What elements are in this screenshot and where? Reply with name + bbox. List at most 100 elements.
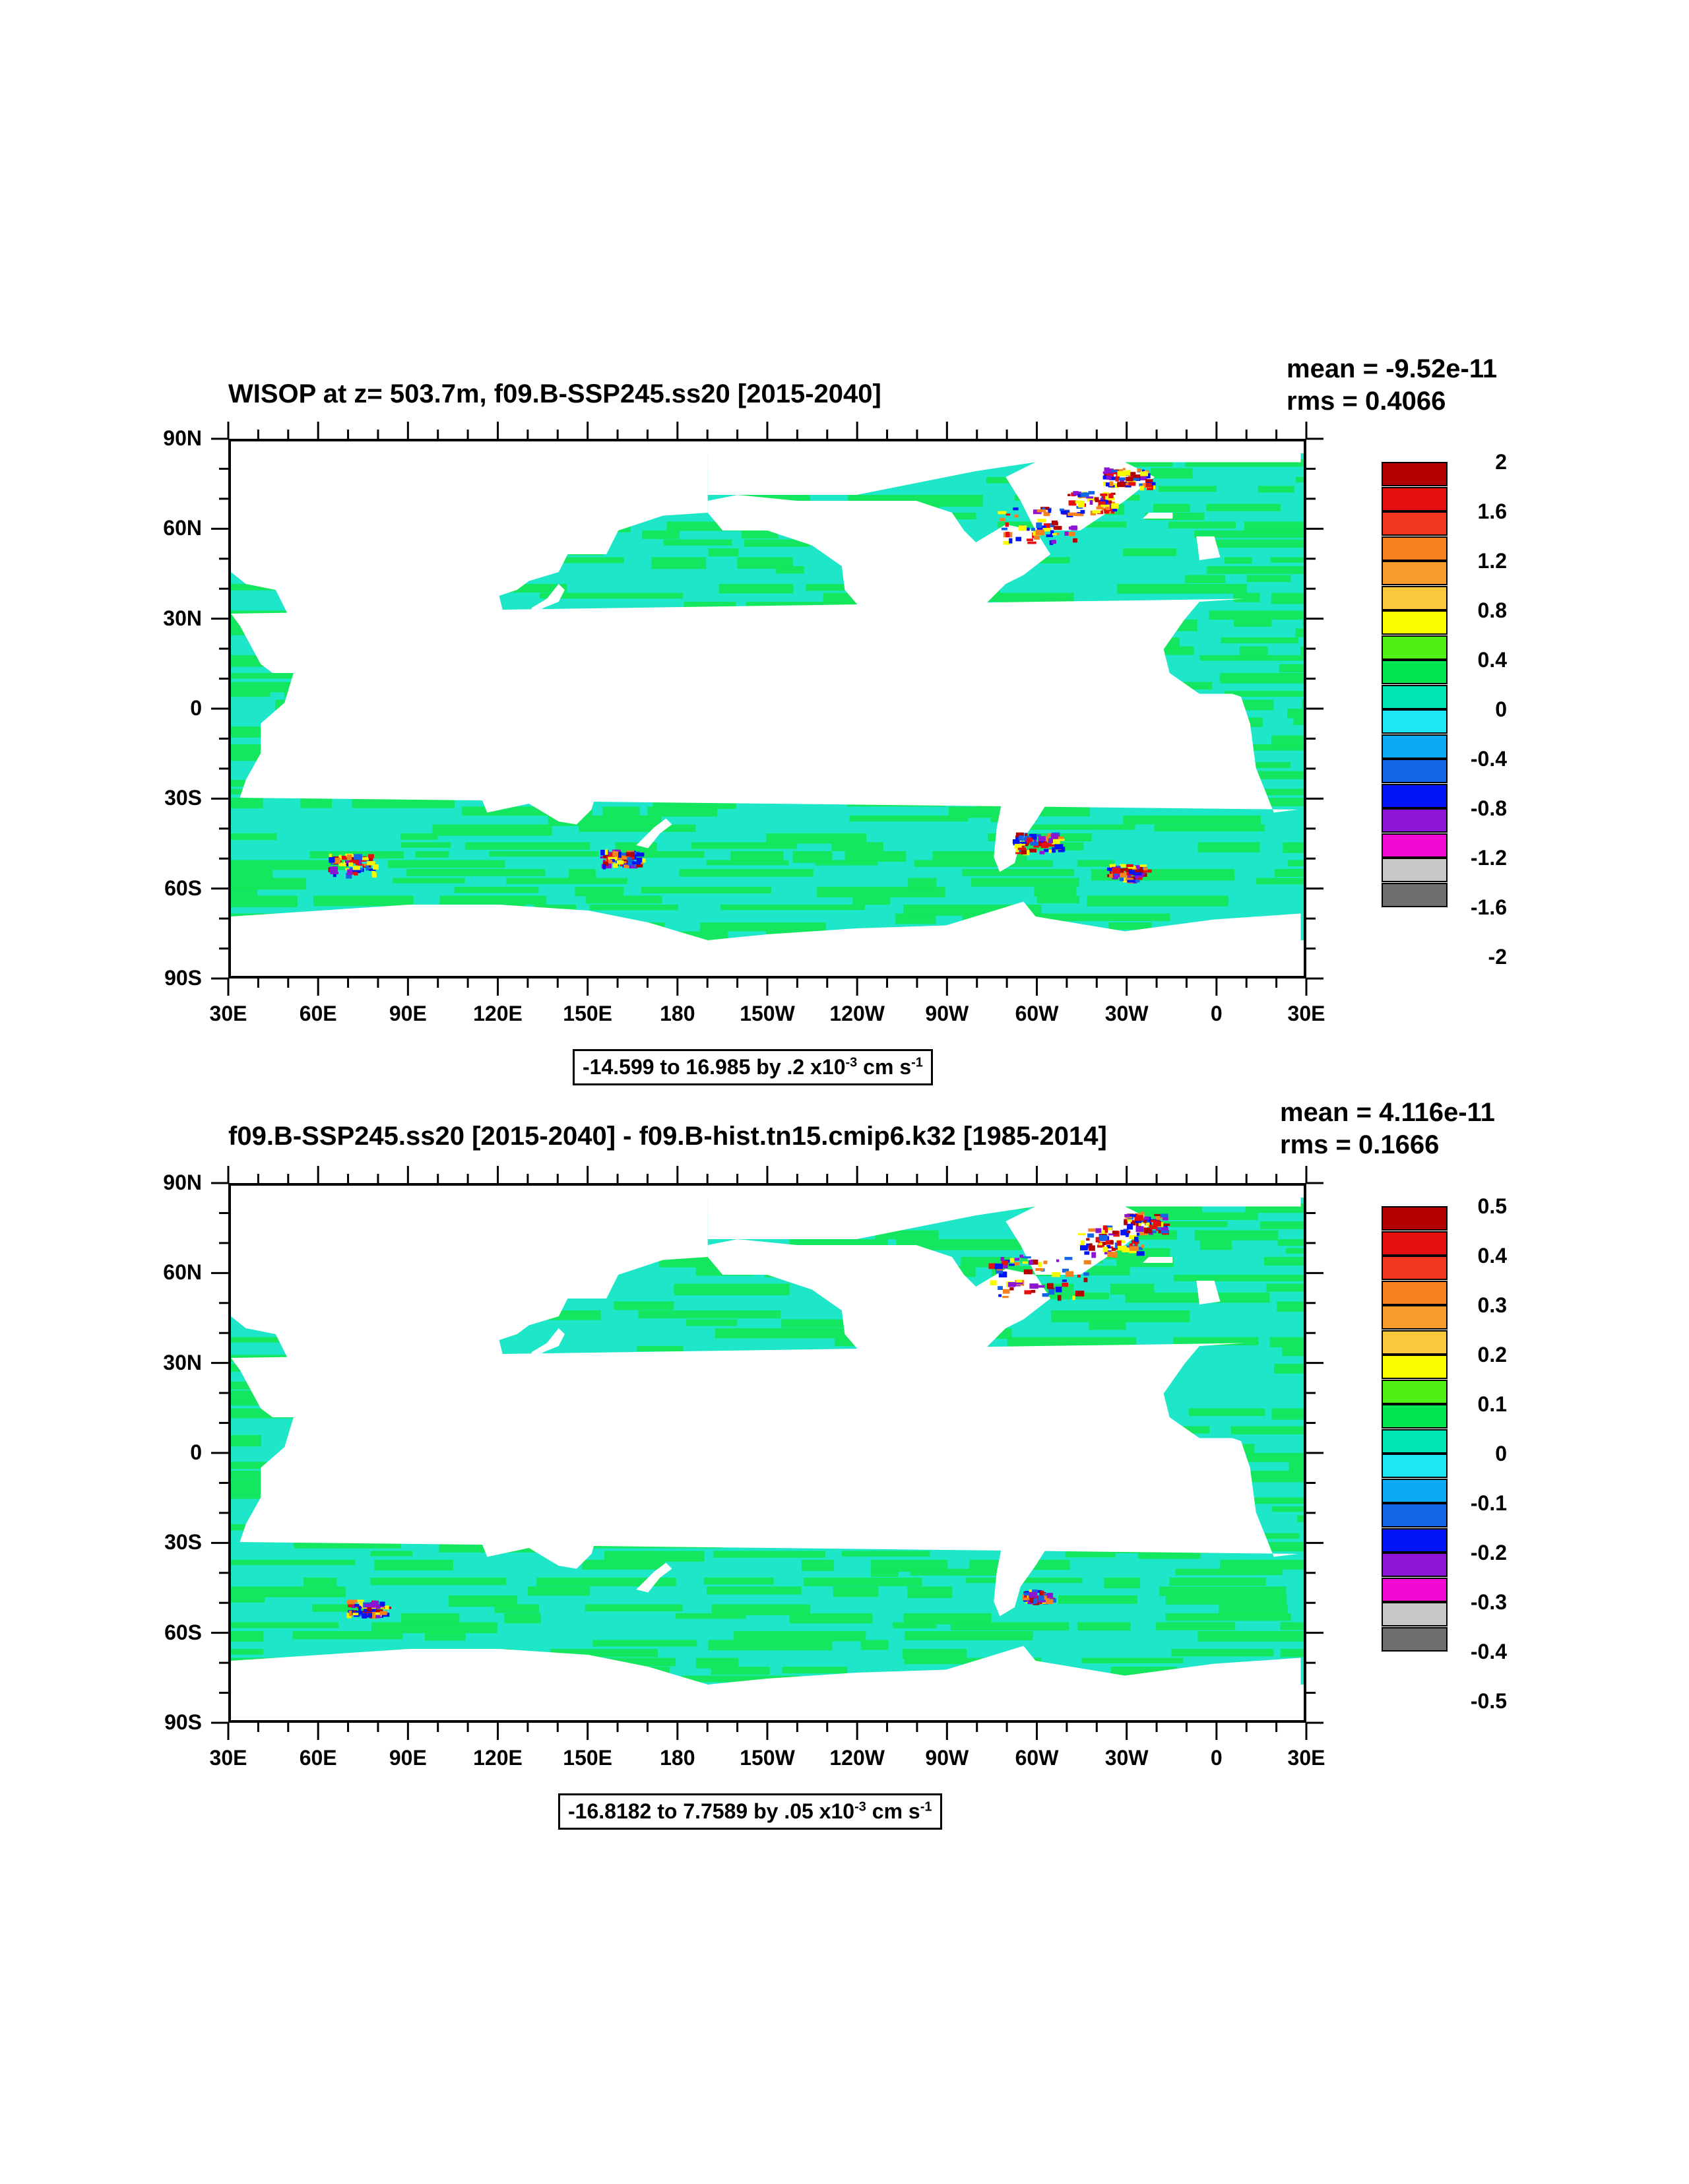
colorbar-label: 2 [1495,450,1507,474]
colorbar-swatch [1382,585,1448,610]
colorbar-swatch [1382,1503,1448,1527]
lat-label: 0 [190,1440,202,1464]
colorbar-swatch [1382,1553,1448,1577]
lon-label: 150W [740,1746,795,1770]
colorbar-swatch [1382,486,1448,511]
colorbar-swatch [1382,858,1448,882]
colorbar-label: 0.5 [1477,1194,1507,1218]
lon-label: 60E [299,1002,337,1025]
lat-label: 60N [163,1260,202,1285]
colorbar-swatch [1382,759,1448,783]
colorbar-label: -2 [1488,945,1507,969]
colorbar-swatch [1382,1478,1448,1503]
colorbar-swatch [1382,1602,1448,1626]
colorbar-swatch [1382,635,1448,660]
rms-stat: rms = 0.4066 [1287,387,1446,416]
lat-label: 90S [164,966,202,990]
rms-stat: rms = 0.1666 [1280,1130,1440,1159]
colorbar-swatch [1382,734,1448,759]
colorbar-label: -0.3 [1470,1590,1507,1614]
lat-label: 90N [163,426,202,450]
lon-label: 120W [829,1002,885,1025]
colorbar-swatch [1382,1429,1448,1454]
lat-label: 30S [164,786,202,810]
colorbar-swatch [1382,882,1448,907]
lon-label: 0 [1210,1746,1223,1770]
lon-label: 180 [660,1746,695,1770]
colorbar-swatch [1382,561,1448,585]
lon-label: 30E [1287,1002,1325,1025]
lon-label: 30E [209,1746,247,1770]
colorbar-label: -0.4 [1470,1640,1507,1663]
colorbar-label: 0.2 [1477,1343,1507,1366]
colorbar-swatch [1382,1454,1448,1478]
colorbar-label: 0.4 [1477,648,1507,672]
lon-label: 30E [1287,1746,1325,1770]
colorbar-label: -1.2 [1470,846,1507,870]
colorbar-label: 1.6 [1477,499,1507,523]
colorbar-swatch [1382,808,1448,833]
ocean-field-map [231,441,1304,976]
colorbar-swatch [1382,660,1448,684]
lon-label: 90E [389,1746,427,1770]
lat-label: 30N [163,606,202,630]
colorbar-label: 1.2 [1477,549,1507,573]
colorbar-swatch [1382,684,1448,709]
colorbar-swatch [1382,1527,1448,1553]
lon-label: 150E [563,1746,613,1770]
colorbar-swatch [1382,1256,1448,1280]
lon-label: 120W [829,1746,885,1770]
contour-info-box: -14.599 to 16.985 by .2 x10-3 cm s-1 [573,1049,933,1085]
colorbar-label: 0.4 [1477,1244,1507,1268]
colorbar-label: 0.1 [1477,1392,1507,1416]
lat-label: 30S [164,1530,202,1555]
colorbar-label: 0.3 [1477,1293,1507,1317]
colorbar-swatch [1382,1280,1448,1305]
colorbar-label: 0 [1495,1442,1507,1465]
colorbar-swatch [1382,1577,1448,1602]
colorbar-swatch [1382,833,1448,858]
colorbar-label: -0.4 [1470,747,1507,771]
colorbar-swatch [1382,1379,1448,1404]
colorbar-swatch [1382,1330,1448,1355]
lat-label: 60N [163,516,202,540]
colorbar-swatch [1382,511,1448,536]
map-frame [228,439,1306,979]
lon-label: 90E [389,1002,427,1025]
colorbar-swatch [1382,536,1448,561]
panel-title: f09.B-SSP245.ss20 [2015-2040] - f09.B-hi… [228,1122,1107,1151]
lat-label: 0 [190,696,202,720]
colorbar-label: 0 [1495,697,1507,721]
colorbar-swatch [1382,610,1448,635]
lat-label: 60S [164,876,202,900]
lon-label: 90W [925,1746,969,1770]
colorbar-swatch [1382,783,1448,808]
colorbar-swatch [1382,1626,1448,1652]
lon-label: 120E [473,1002,523,1025]
lon-label: 60W [1015,1002,1059,1025]
ocean-field-map [231,1186,1304,1720]
lon-label: 30W [1104,1002,1149,1025]
colorbar-label: -0.1 [1470,1491,1507,1515]
colorbar-swatch [1382,1404,1448,1429]
lon-label: 180 [660,1002,695,1025]
colorbar-label: 0.8 [1477,598,1507,622]
colorbar-swatch [1382,1206,1448,1231]
colorbar-swatch [1382,709,1448,734]
lon-label: 30W [1104,1746,1149,1770]
lon-label: 30E [209,1002,247,1025]
lat-label: 30N [163,1350,202,1374]
colorbar-label: -0.8 [1470,796,1507,820]
lon-label: 60E [299,1746,337,1770]
colorbar-label: -1.6 [1470,895,1507,919]
colorbar-swatch [1382,1305,1448,1330]
lon-label: 0 [1210,1002,1223,1025]
lon-label: 150E [563,1002,613,1025]
lon-label: 90W [925,1002,969,1025]
map-frame [228,1183,1306,1723]
mean-stat: mean = -9.52e-11 [1287,354,1498,383]
colorbar-swatch [1382,1231,1448,1256]
lat-label: 60S [164,1620,202,1644]
lon-label: 150W [740,1002,795,1025]
lat-label: 90N [163,1171,202,1194]
